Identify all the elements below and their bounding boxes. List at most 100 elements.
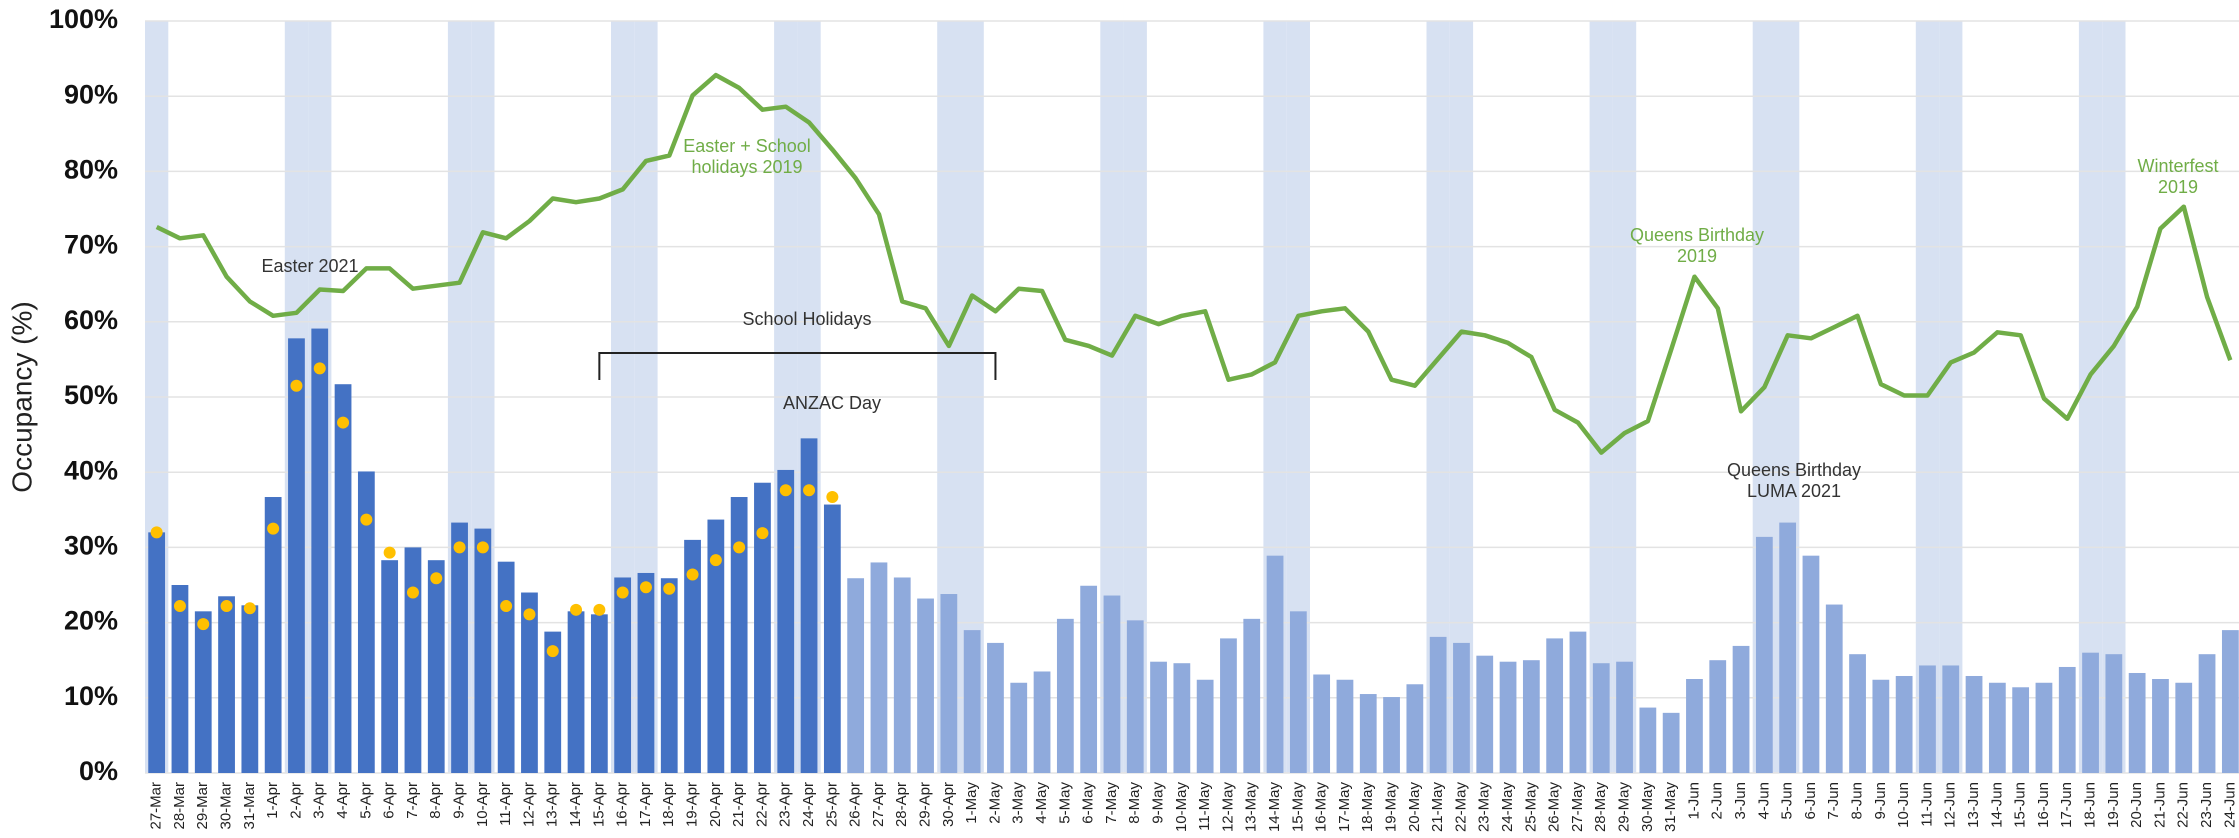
bar	[1476, 655, 1494, 773]
dot	[779, 484, 792, 497]
dot	[616, 586, 629, 599]
bar	[1196, 679, 1214, 773]
bar	[847, 578, 865, 773]
marks	[148, 72, 2239, 773]
x-tick-label: 10-Apr	[474, 782, 491, 827]
annotation: Winterfest	[2137, 156, 2218, 176]
bar	[2128, 672, 2146, 773]
bar	[194, 611, 212, 773]
y-tick-label: 60%	[64, 305, 118, 335]
dot	[803, 484, 816, 497]
bar	[684, 539, 701, 773]
y-tick-label: 80%	[64, 155, 118, 185]
bar	[707, 519, 725, 773]
x-tick-label: 29-Apr	[917, 782, 934, 827]
dot	[826, 491, 839, 504]
bar	[381, 560, 399, 773]
x-tick-label: 30-Apr	[940, 782, 957, 827]
x-tick-label: 13-May	[1243, 782, 1260, 833]
x-tick-label: 24-Apr	[800, 782, 817, 827]
bar	[1825, 604, 1843, 773]
bar	[823, 504, 841, 773]
dot	[406, 586, 419, 599]
bar	[1592, 663, 1610, 773]
dot	[150, 526, 163, 539]
bar	[917, 598, 934, 773]
bracket	[598, 352, 997, 380]
x-tick-label: 19-May	[1383, 782, 1400, 833]
bar	[2175, 682, 2193, 773]
bar	[334, 384, 352, 773]
x-tick-label: 12-May	[1219, 782, 1236, 833]
y-tick-label: 10%	[64, 681, 118, 711]
annotation: LUMA 2021	[1747, 481, 1841, 501]
dot	[430, 572, 443, 585]
x-tick-label: 16-May	[1313, 782, 1330, 833]
bar	[288, 338, 305, 773]
bar	[1895, 675, 1913, 773]
x-tick-label: 8-Apr	[427, 782, 444, 819]
dot	[476, 541, 489, 554]
x-tick-label: 24-May	[1499, 782, 1516, 833]
line	[155, 72, 2233, 455]
x-tick-label: 6-May	[1080, 782, 1097, 824]
dot	[709, 554, 722, 567]
bar	[521, 592, 538, 773]
bar	[2082, 652, 2099, 773]
bar	[544, 631, 562, 773]
bar	[1755, 536, 1773, 773]
bar	[1569, 631, 1587, 773]
bar	[357, 471, 375, 773]
bar	[614, 577, 632, 773]
bar	[1220, 638, 1237, 773]
x-tick-label: 10-Jun	[1895, 782, 1912, 828]
x-tick-label: 22-May	[1452, 782, 1469, 833]
y-axis-label: Occupancy (%)	[6, 301, 37, 492]
x-tick-label: 26-Apr	[847, 782, 864, 827]
annotation: 2019	[1677, 246, 1717, 266]
x-tick-label: 2-Jun	[1709, 782, 1726, 820]
x-tick-label: 16-Jun	[2035, 782, 2052, 828]
x-tick-label: 5-Apr	[357, 782, 374, 819]
y-tick-label: 0%	[79, 756, 118, 786]
bar	[1802, 555, 1820, 773]
dot	[570, 603, 583, 616]
bar	[171, 585, 189, 773]
dot	[686, 568, 699, 581]
bar	[893, 577, 911, 773]
bar	[777, 469, 795, 773]
x-tick-label: 11-May	[1196, 782, 1213, 831]
x-tick-label: 14-Jun	[1988, 782, 2005, 828]
annotation: Easter 2021	[261, 256, 358, 276]
x-tick-label: 8-Jun	[1849, 782, 1866, 820]
x-tick-label: 18-Jun	[2082, 782, 2099, 828]
bar	[2058, 666, 2076, 773]
bar	[987, 642, 1004, 773]
bar	[1616, 661, 1633, 773]
bar	[637, 572, 655, 773]
x-tick-label: 14-Apr	[567, 782, 584, 827]
x-tick-label: 27-May	[1569, 782, 1586, 833]
bar	[730, 497, 748, 773]
x-tick-label: 15-May	[1289, 782, 1306, 833]
x-tick-label: 12-Apr	[520, 782, 537, 827]
x-tick-label: 9-Apr	[451, 782, 468, 819]
x-tick-label: 21-May	[1429, 782, 1446, 833]
bar	[1965, 675, 1983, 773]
annotation: Queens Birthday	[1727, 460, 1861, 480]
dot	[639, 581, 652, 594]
x-tick-label: 2-Apr	[287, 782, 304, 819]
grid	[145, 20, 2239, 774]
bar	[940, 594, 958, 773]
x-tick-label: 13-Apr	[544, 782, 561, 827]
dot	[243, 602, 256, 615]
bar	[148, 532, 166, 773]
x-tick-label: 22-Jun	[2175, 782, 2192, 828]
y-tick-label: 30%	[64, 531, 118, 561]
bar	[1942, 665, 1960, 773]
bar	[1406, 684, 1424, 773]
bar	[2221, 630, 2239, 773]
bar	[427, 560, 445, 773]
x-tick-label: 5-May	[1056, 782, 1073, 824]
x-tick-label: 7-Jun	[1825, 782, 1842, 820]
